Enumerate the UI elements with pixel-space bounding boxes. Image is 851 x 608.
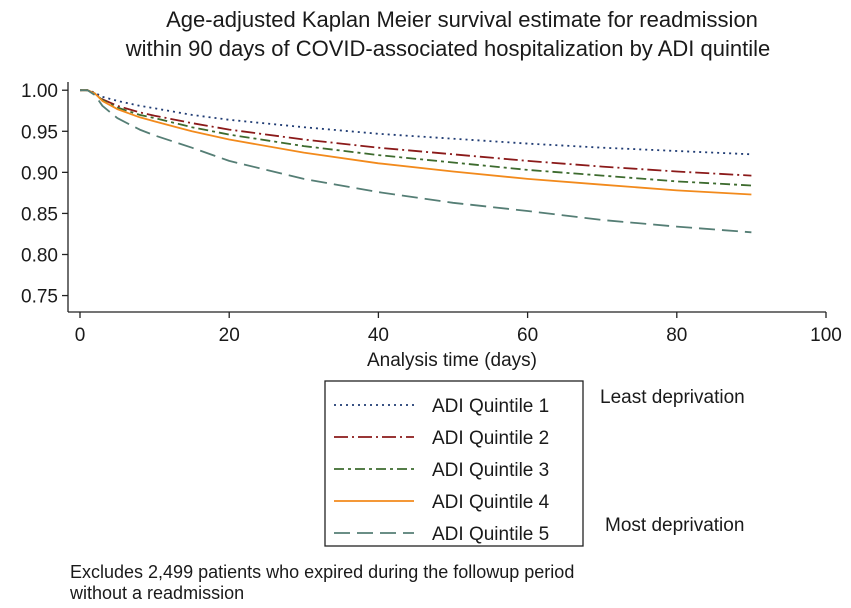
- legend-label-quintile-1: ADI Quintile 1: [432, 396, 549, 417]
- x-tick-label: 100: [810, 325, 842, 346]
- y-tick-label: 0.85: [21, 204, 58, 225]
- legend: ADI Quintile 1 ADI Quintile 2 ADI Quintile…: [334, 396, 550, 545]
- legend-box: [324, 380, 584, 547]
- y-ticks: 1.00 0.95 0.90 0.85 0.80 0.75: [21, 81, 68, 308]
- legend-label-quintile-5: ADI Quintile 5: [432, 524, 549, 545]
- x-tick-label: 60: [517, 325, 538, 346]
- x-tick-label: 20: [219, 325, 240, 346]
- chart-title-line-1: Age-adjusted Kaplan Meier survival estim…: [166, 7, 758, 32]
- x-tick-label: 0: [75, 325, 86, 346]
- series-lines: [80, 89, 752, 234]
- x-axis-label: Analysis time (days): [367, 350, 537, 371]
- legend-label-quintile-3: ADI Quintile 3: [432, 460, 549, 481]
- legend-annotation-least: Least deprivation: [600, 387, 745, 408]
- y-tick-label: 0.90: [21, 163, 58, 184]
- legend-label-quintile-2: ADI Quintile 2: [432, 428, 549, 449]
- chart-title-line-2: within 90 days of COVID-associated hospi…: [125, 36, 770, 61]
- series-line-quintile-5: [80, 89, 752, 234]
- series-line-quintile-1: [80, 89, 752, 156]
- footnote-line-1: Excludes 2,499 patients who expired duri…: [70, 562, 574, 582]
- legend-label-quintile-4: ADI Quintile 4: [432, 492, 550, 513]
- y-tick-label: 0.80: [21, 246, 58, 267]
- footnote-line-2: without a readmission: [69, 583, 244, 603]
- series-line-quintile-4: [80, 89, 752, 196]
- series-line-quintile-3: [80, 89, 752, 187]
- x-ticks: 0 20 40 60 80 100: [75, 312, 842, 346]
- x-tick-label: 80: [666, 325, 687, 346]
- series-line-quintile-2: [80, 89, 752, 177]
- x-tick-label: 40: [368, 325, 389, 346]
- y-tick-label: 0.75: [21, 287, 58, 308]
- legend-annotation-most: Most deprivation: [605, 515, 744, 536]
- y-tick-label: 0.95: [21, 122, 58, 143]
- y-tick-label: 1.00: [21, 81, 58, 102]
